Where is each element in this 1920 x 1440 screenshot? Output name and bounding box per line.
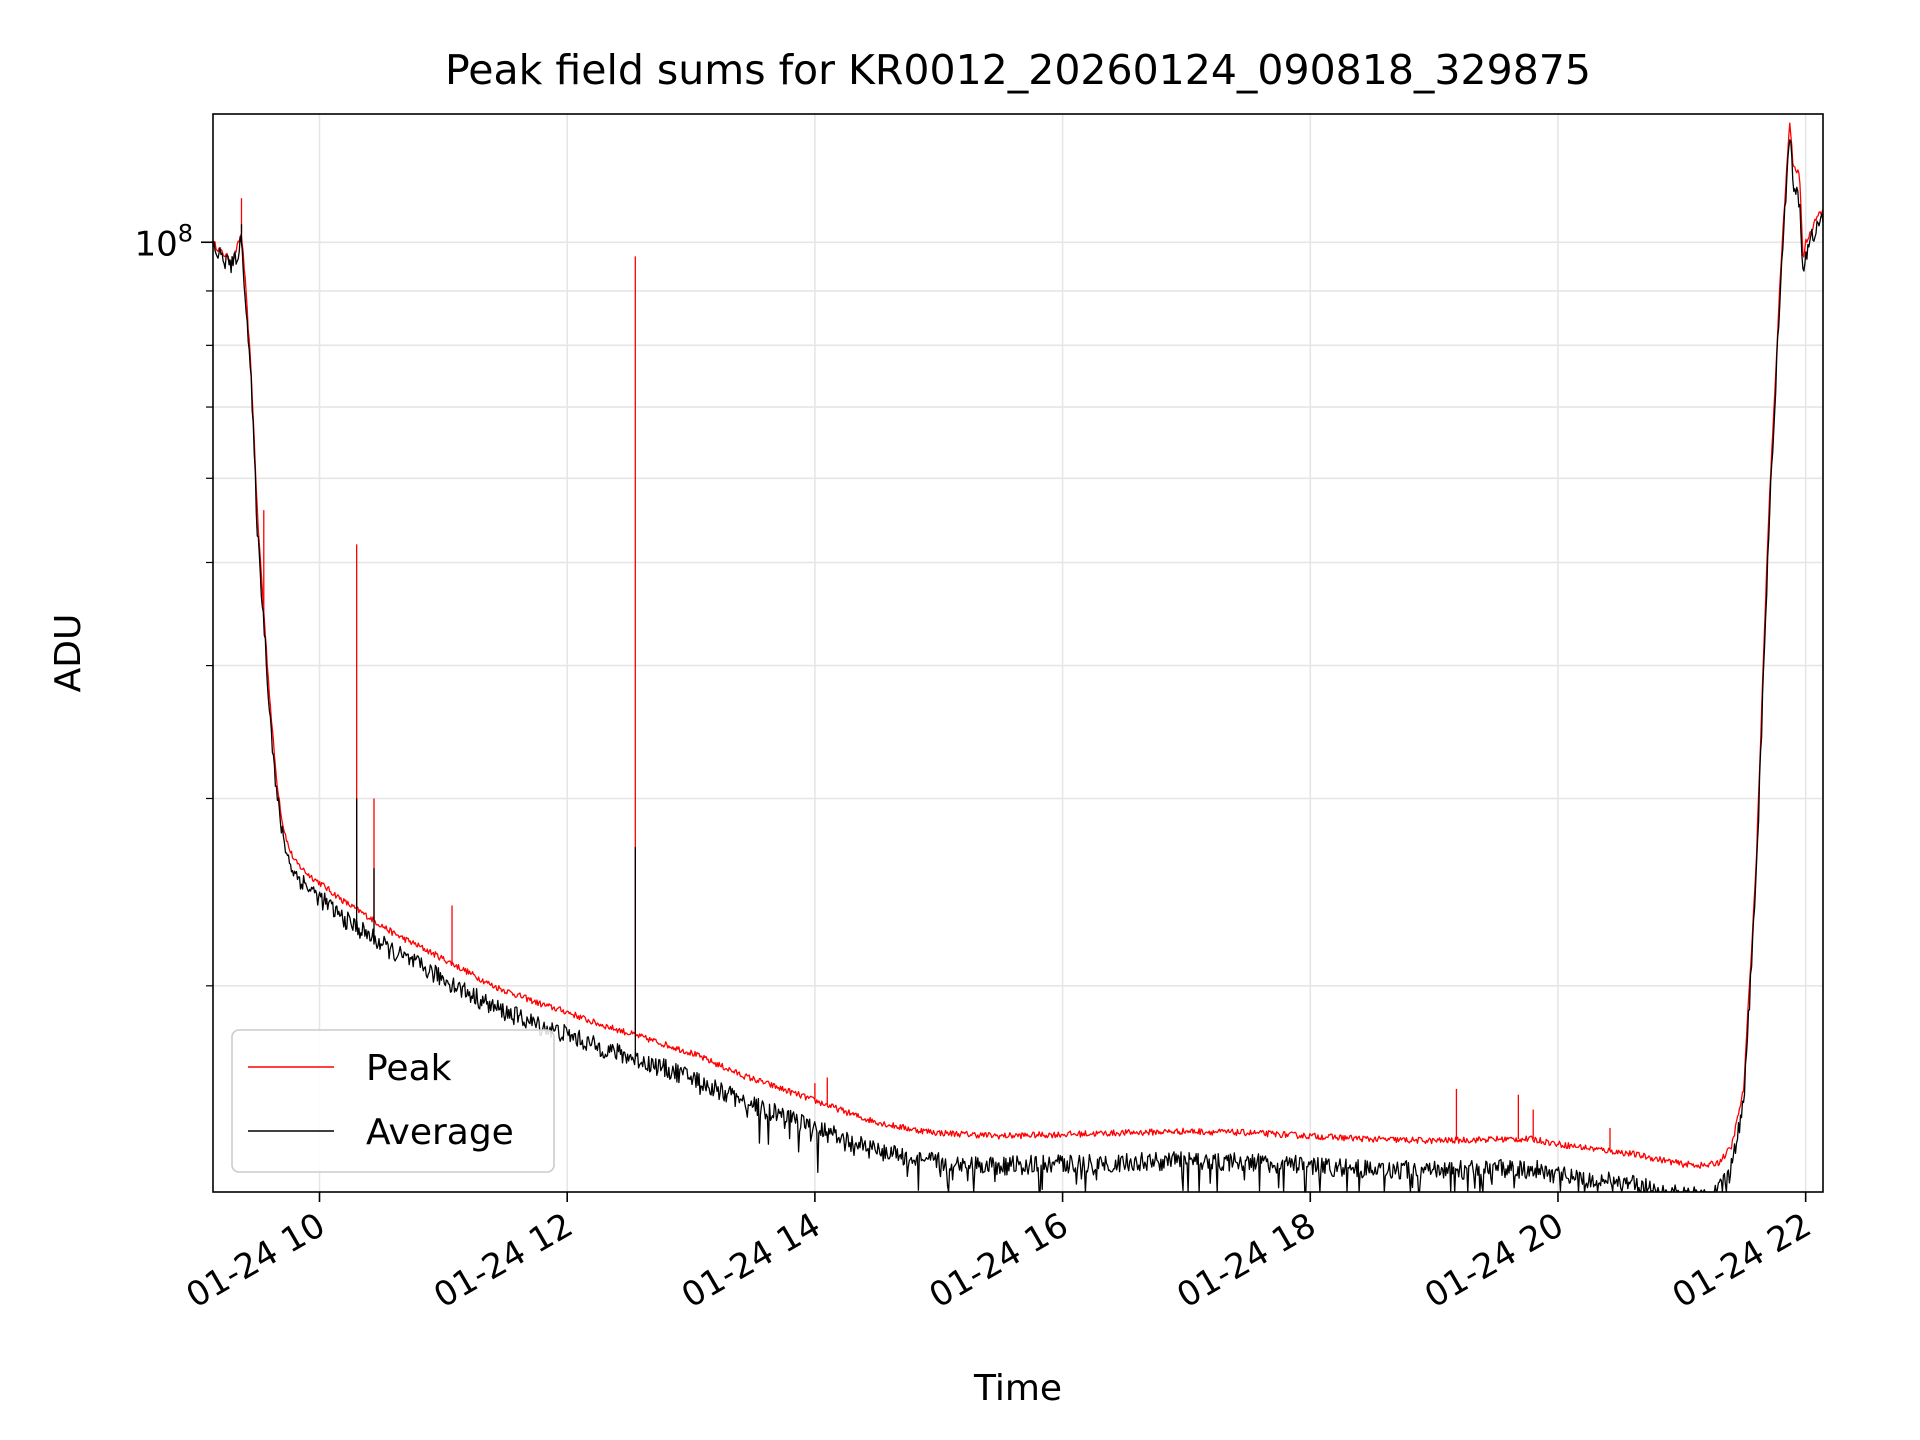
y-axis-label: ADU xyxy=(48,614,89,693)
plot-frame xyxy=(212,113,1824,1193)
y-tick-label: 108 xyxy=(134,219,193,264)
legend-label-average: Average xyxy=(366,1112,514,1153)
chart-title: Peak field sums for KR0012_20260124_0908… xyxy=(445,46,1591,94)
grid xyxy=(213,114,1823,1192)
legend-frame xyxy=(231,1029,555,1173)
series-layer xyxy=(212,122,1824,1193)
x-axis-label: Time xyxy=(973,1368,1062,1409)
series-line-average xyxy=(212,139,1824,1193)
legend: Peak Average xyxy=(231,1029,555,1173)
series-line-peak xyxy=(212,122,1824,1169)
plot-area xyxy=(213,114,1823,1192)
legend-label-peak: Peak xyxy=(366,1048,452,1089)
